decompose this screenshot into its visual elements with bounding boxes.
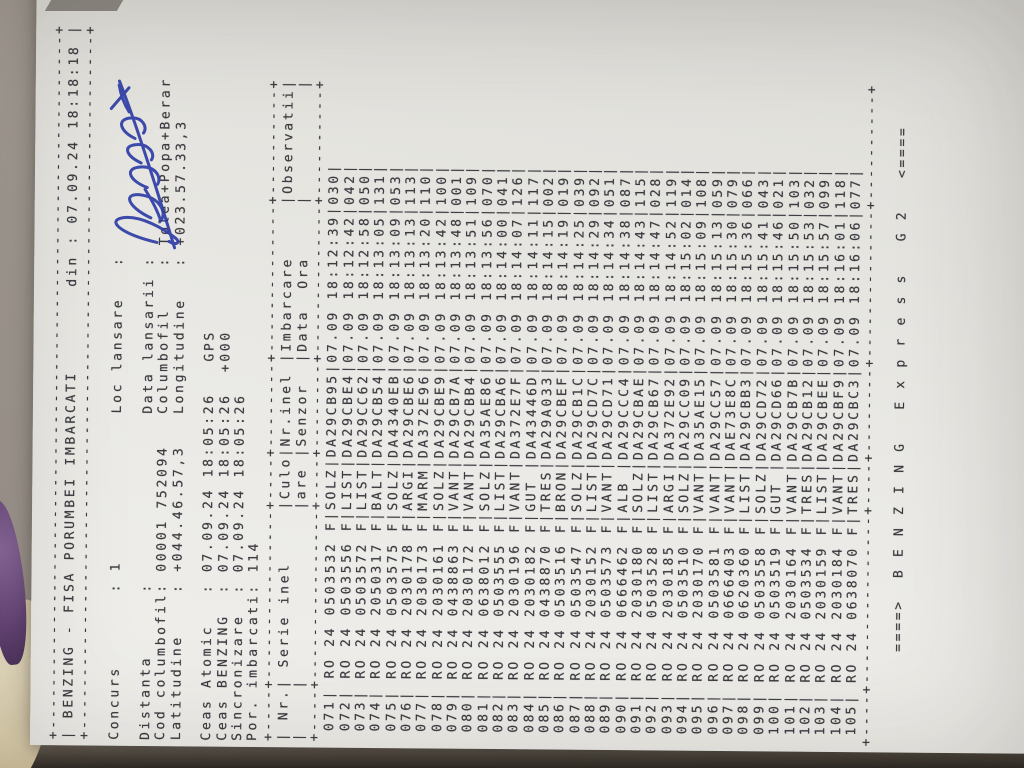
background-sliver-top-left [44,0,124,11]
handwritten-signature [109,79,180,250]
printout-paper: +---------------------------------------… [30,0,1024,754]
